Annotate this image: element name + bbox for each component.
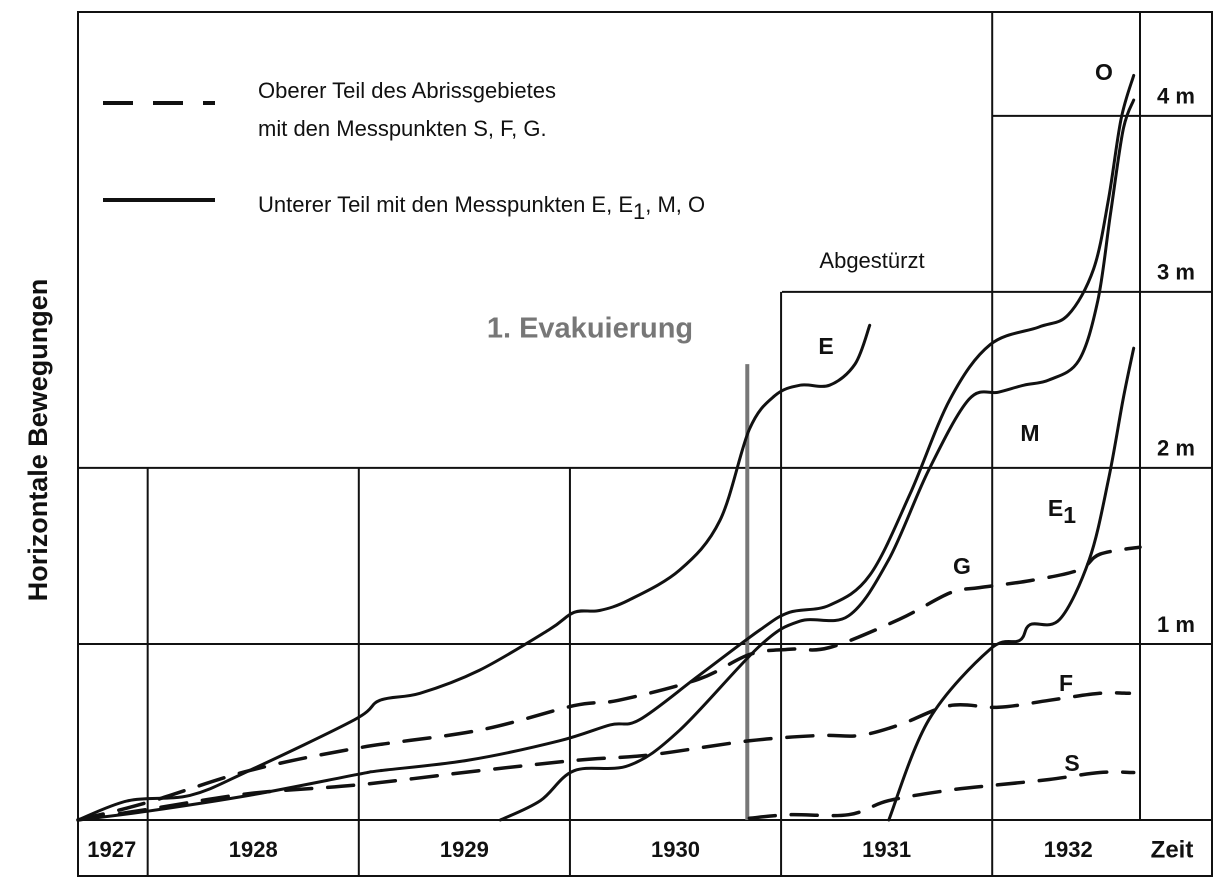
legend-text-part: Unterer Teil mit den Messpunkten E, E [258, 192, 633, 217]
y-tick-label: 3 m [1157, 260, 1195, 285]
x-tick-label: 1930 [651, 837, 700, 862]
series-line [76, 323, 872, 822]
legend-text-part: , M, O [645, 192, 705, 217]
series-name: O [1095, 59, 1113, 85]
y-axis-label: Horizontale Bewegungen [23, 279, 53, 602]
legend-text-part: 1 [633, 199, 645, 224]
series-label: G [953, 553, 971, 579]
legend-text: Unterer Teil mit den Messpunkten E, E1, … [258, 192, 705, 224]
series-name: E [1048, 495, 1063, 521]
x-tick-label: 1932 [1044, 837, 1093, 862]
legend-text: mit den Messpunkten S, F, G. [258, 116, 547, 141]
series-label: S [1064, 750, 1079, 776]
series-line [498, 98, 1136, 822]
series-name: M [1020, 420, 1039, 446]
series-line [76, 545, 1142, 822]
series-subscript: 1 [1063, 502, 1076, 528]
series-label: E [818, 333, 833, 359]
annotation: Abgestürzt [819, 248, 924, 273]
x-tick-label: 1927 [87, 837, 136, 862]
series-name: F [1059, 670, 1073, 696]
legend-text: Oberer Teil des Abrissgebietes [258, 78, 556, 103]
series-label: O [1095, 59, 1113, 85]
y-tick-label: 1 m [1157, 612, 1195, 637]
series-line [747, 770, 1136, 820]
series-line [887, 346, 1136, 822]
series-label: F [1059, 670, 1073, 696]
series-name: G [953, 553, 971, 579]
y-tick-label: 2 m [1157, 436, 1195, 461]
x-tick-label: 1929 [440, 837, 489, 862]
frame [77, 11, 1213, 877]
series-line [76, 73, 1136, 822]
x-tick-label: 1931 [862, 837, 911, 862]
x-axis-label: Zeit [1151, 836, 1194, 863]
series-label: M [1020, 420, 1039, 446]
series-line [76, 691, 1132, 822]
series-name: E [818, 333, 833, 359]
evacuation-label: 1. Evakuierung [487, 313, 693, 345]
series-name: S [1064, 750, 1079, 776]
y-tick-label: 4 m [1157, 84, 1195, 109]
x-tick-label: 1928 [229, 837, 278, 862]
series-label: E1 [1048, 495, 1076, 528]
